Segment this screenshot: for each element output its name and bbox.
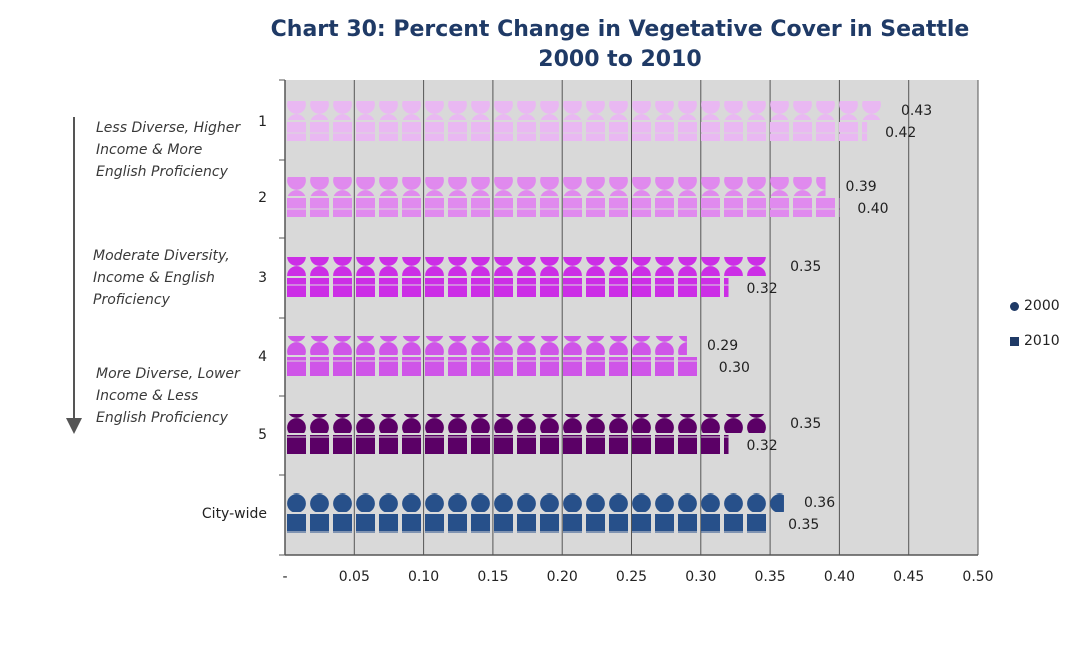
category-label: 2 [258, 190, 267, 206]
annotation-more-diverse: More Diverse, Lower Income & Less Englis… [96, 363, 240, 429]
x-tick-label: 0.40 [824, 569, 855, 585]
bar-2010-3 [285, 278, 729, 297]
data-label-2010: 0.30 [719, 360, 750, 376]
category-label: 1 [258, 114, 267, 130]
x-tick-label: 0.05 [339, 569, 370, 585]
legend-label: 2010 [1024, 333, 1060, 349]
chart-subtitle: 2000 to 2010 [538, 47, 702, 72]
category-label: City-wide [202, 506, 267, 522]
annotation-line: Moderate Diversity, [93, 248, 230, 264]
annotation-line: Income & English [93, 270, 215, 286]
annotation-moderate-diversity: Moderate Diversity, Income & English Pro… [93, 245, 230, 311]
square-marker-icon [1010, 336, 1019, 346]
x-tick-label: 0.10 [408, 569, 439, 585]
data-label-2010: 0.32 [747, 281, 778, 297]
x-tick-label: 0.35 [755, 569, 786, 585]
data-label-2010: 0.35 [788, 517, 819, 533]
bar-2000-5 [285, 414, 771, 433]
bar-2010-City-wide [285, 514, 771, 533]
chart-title: Chart 30: Percent Change in Vegetative C… [270, 17, 970, 42]
data-label-2000: 0.35 [790, 259, 821, 275]
data-label-2000: 0.29 [707, 338, 738, 354]
legend-label: 2000 [1024, 298, 1060, 314]
annotation-line: English Proficiency [96, 410, 228, 426]
x-tick-label: 0.45 [893, 569, 924, 585]
bar-2000-3 [285, 257, 771, 276]
category-label: 3 [258, 270, 267, 286]
bar-2000-2 [285, 177, 826, 196]
x-tick-label: - [282, 569, 287, 585]
data-label-2010: 0.32 [747, 438, 778, 454]
down-arrow-icon [66, 418, 82, 434]
data-label-2000: 0.35 [790, 416, 821, 432]
x-tick-label: 0.50 [962, 569, 993, 585]
legend-item-2010: 2010 [1010, 333, 1060, 349]
circle-marker-icon [1010, 301, 1019, 311]
annotation-line: Income & Less [96, 388, 199, 404]
annotation-line: More Diverse, Lower [96, 366, 240, 382]
bar-2010-5 [285, 435, 729, 454]
bar-2010-4 [285, 357, 701, 376]
data-label-2010: 0.42 [885, 125, 916, 141]
x-tick-label: 0.15 [477, 569, 508, 585]
annotation-line: English Proficiency [96, 164, 228, 180]
data-label-2010: 0.40 [857, 201, 888, 217]
annotation-line: Proficiency [93, 292, 170, 308]
annotation-line: Income & More [96, 142, 203, 158]
annotation-less-diverse: Less Diverse, Higher Income & More Engli… [96, 117, 240, 183]
category-label: 4 [258, 349, 267, 365]
bar-2010-1 [285, 122, 868, 141]
category-label: 5 [258, 427, 267, 443]
bar-2000-City-wide [285, 493, 784, 512]
annotation-line: Less Diverse, Higher [96, 120, 241, 136]
data-label-2000: 0.36 [804, 495, 835, 511]
diversity-arrow-shaft [73, 117, 75, 425]
legend-item-2000: 2000 [1010, 298, 1060, 314]
bar-2000-4 [285, 336, 687, 355]
x-tick-label: 0.25 [616, 569, 647, 585]
bar-2000-1 [285, 101, 881, 120]
data-label-2000: 0.39 [846, 179, 877, 195]
bar-2010-2 [285, 198, 840, 217]
x-tick-label: 0.30 [685, 569, 716, 585]
x-tick-label: 0.20 [547, 569, 578, 585]
data-label-2000: 0.43 [901, 103, 932, 119]
